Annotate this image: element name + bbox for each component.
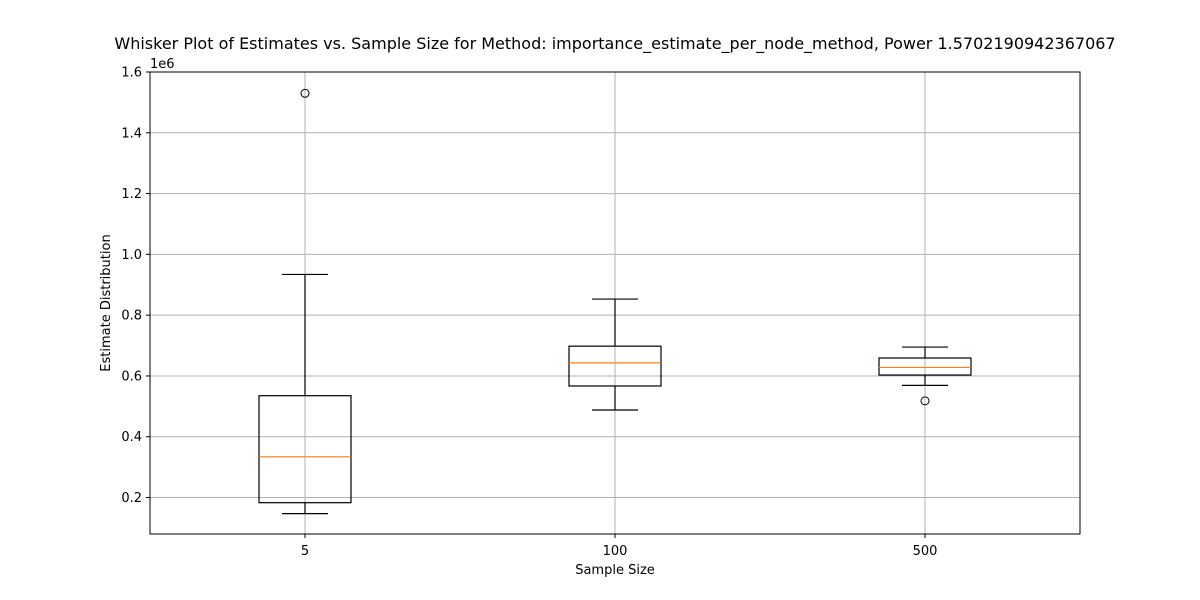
- y-axis: 0.2 0.4 0.6 0.8 1.0 1.2 1.4 1.6: [121, 66, 150, 506]
- x-tick-label: 500: [913, 544, 938, 559]
- y-tick-label: 0.4: [121, 430, 142, 445]
- outlier-point: [920, 396, 930, 406]
- y-tick-label: 0.2: [121, 491, 142, 506]
- iqr-box: [568, 345, 662, 387]
- box-5: [258, 88, 352, 515]
- iqr-box: [258, 395, 352, 504]
- box-500: [878, 346, 972, 406]
- y-axis-title: Estimate Distribution: [99, 234, 114, 371]
- y-tick-label: 1.0: [121, 248, 142, 263]
- chart-title: Whisker Plot of Estimates vs. Sample Siz…: [114, 34, 1115, 54]
- y-tick-label: 1.6: [121, 66, 142, 81]
- x-axis-title: Sample Size: [575, 563, 655, 578]
- box-100: [568, 298, 662, 411]
- box-layer: [258, 88, 972, 515]
- y-tick-label: 1.2: [121, 187, 142, 202]
- x-tick-label: 100: [603, 544, 628, 559]
- iqr-box: [878, 357, 972, 376]
- y-tick-label: 0.8: [121, 309, 142, 324]
- outlier-point: [300, 88, 310, 98]
- x-axis: 5 100 500: [301, 534, 938, 559]
- y-tick-label: 1.4: [121, 126, 142, 141]
- y-axis-scale-factor: 1e6: [150, 57, 175, 72]
- y-tick-label: 0.6: [121, 369, 142, 384]
- x-tick-label: 5: [301, 544, 309, 559]
